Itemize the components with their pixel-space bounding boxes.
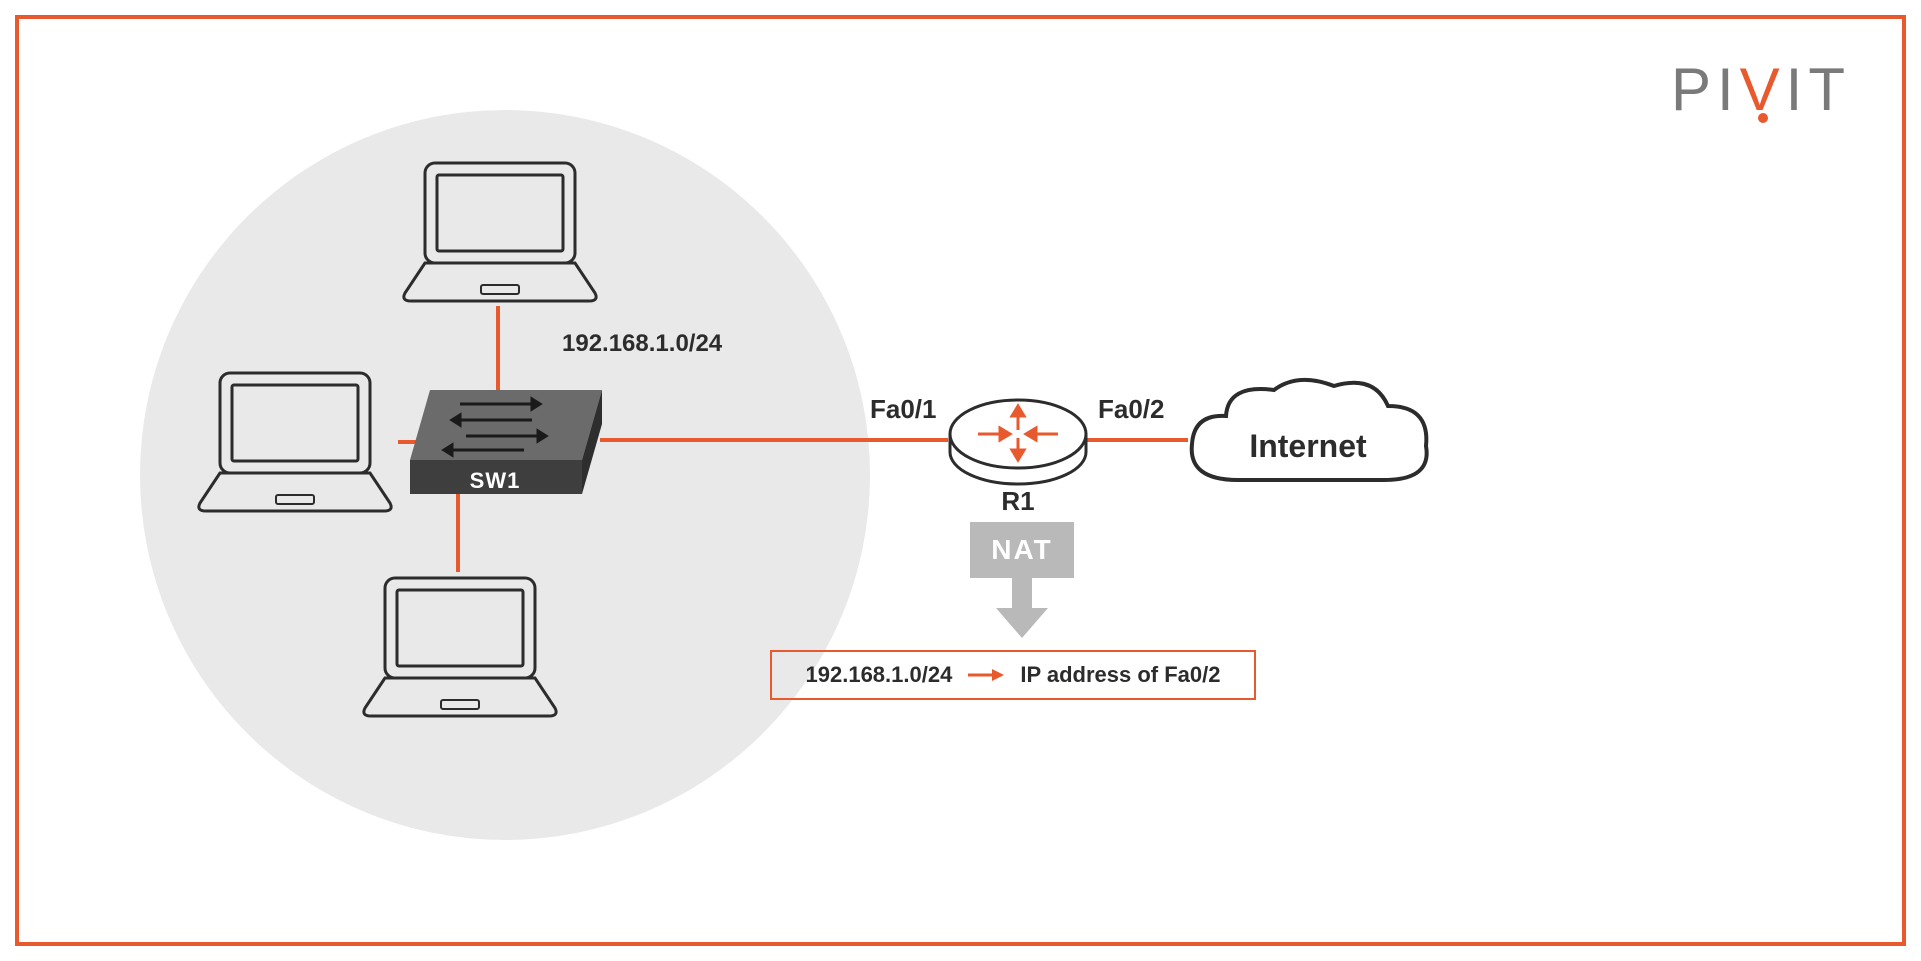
line-switch-router	[600, 438, 948, 442]
laptop-top	[395, 155, 605, 310]
diagram-canvas: PIVIT	[0, 0, 1921, 961]
line-router-cloud	[1086, 438, 1188, 442]
subnet-label: 192.168.1.0/24	[562, 330, 722, 358]
laptop-bottom	[355, 570, 565, 725]
interface-label-left: Fa0/1	[870, 394, 937, 425]
interface-label-right: Fa0/2	[1098, 394, 1165, 425]
translation-to: IP address of Fa0/2	[1020, 662, 1220, 688]
nat-label: NAT	[991, 534, 1052, 566]
cloud-label: Internet	[1228, 428, 1388, 465]
logo-suffix: IT	[1786, 56, 1851, 123]
router-r1	[948, 396, 1088, 493]
translation-box: 192.168.1.0/24 IP address of Fa0/2	[770, 650, 1256, 700]
laptop-left	[190, 365, 400, 520]
translation-from: 192.168.1.0/24	[806, 662, 953, 688]
logo-prefix: PI	[1671, 56, 1740, 123]
line-top-laptop-switch	[496, 306, 500, 392]
nat-box: NAT	[970, 522, 1074, 578]
line-bottom-laptop-switch	[456, 492, 460, 572]
logo-pivit: PIVIT	[1671, 55, 1851, 124]
nat-arrow-icon	[996, 578, 1048, 645]
translation-arrow-icon	[966, 666, 1006, 684]
router-label: R1	[988, 486, 1048, 517]
switch-label: SW1	[420, 468, 570, 494]
logo-accent-letter: V	[1740, 55, 1786, 124]
